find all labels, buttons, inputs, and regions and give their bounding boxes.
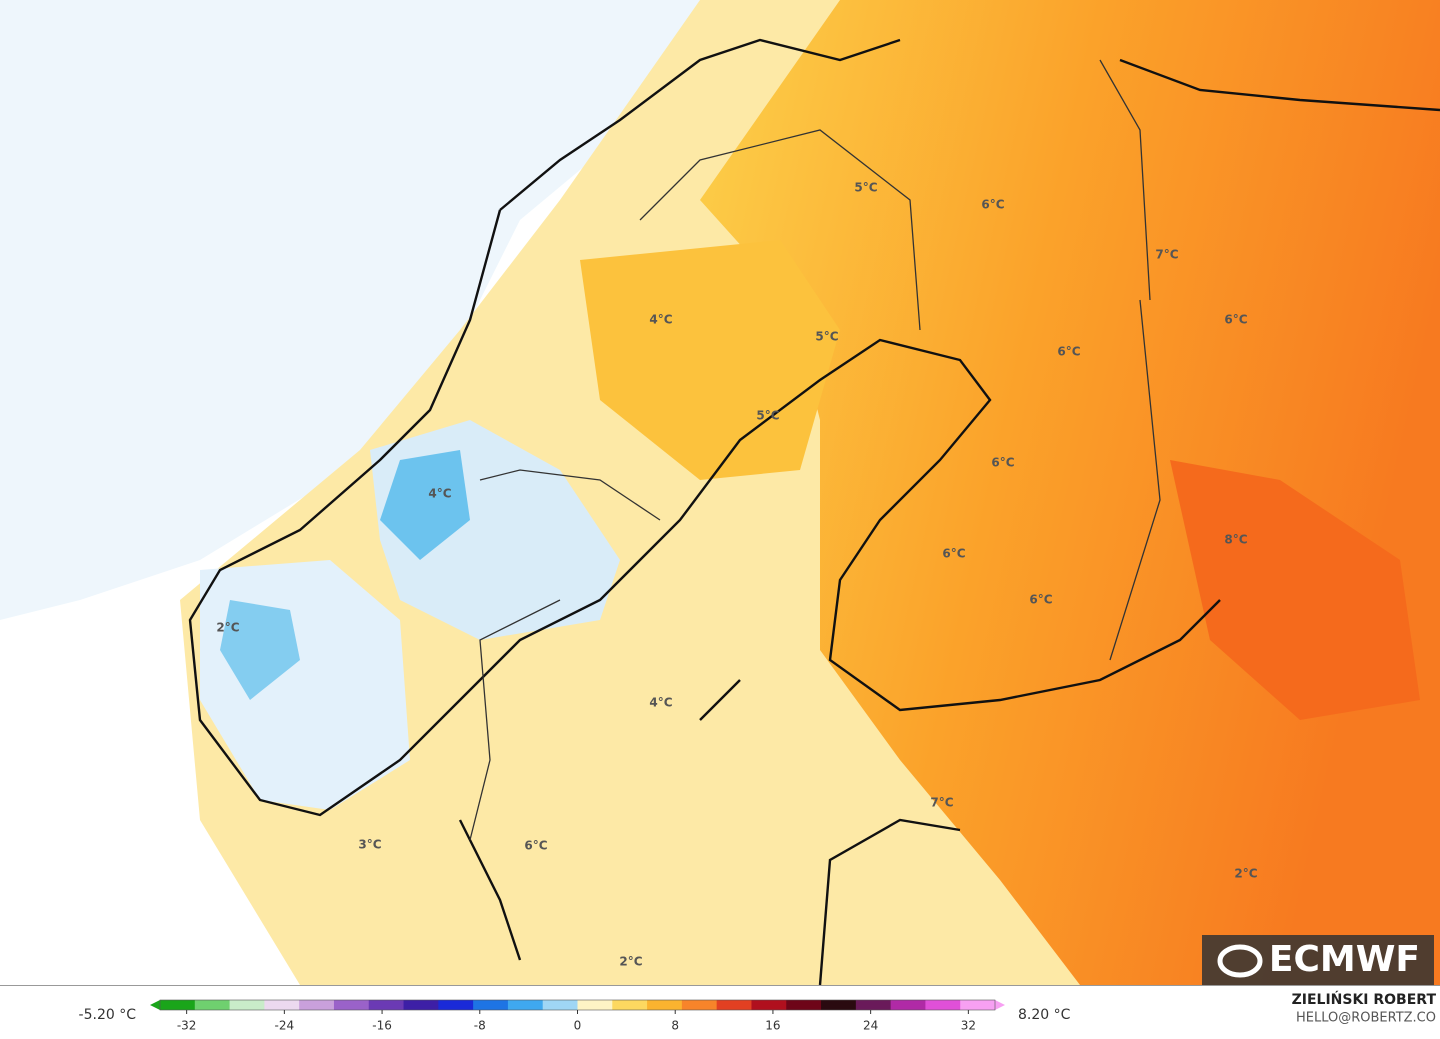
temp-label: 6°C [524, 839, 547, 853]
colorbar-swatch [368, 1000, 405, 1010]
temp-label: 2°C [619, 955, 642, 969]
colorbar-tick-label: -16 [372, 1019, 392, 1033]
temp-label: 6°C [1057, 345, 1080, 359]
temp-label: 5°C [854, 181, 877, 195]
colorbar-tick-label: -32 [177, 1019, 197, 1033]
colorbar-swatch [855, 1000, 892, 1010]
logo: ECMWF [1269, 939, 1420, 980]
colorbar-swatch [612, 1000, 648, 1010]
colorbar-swatch [438, 1000, 474, 1010]
temp-label: 6°C [1029, 593, 1052, 607]
colorbar-swatch [194, 1000, 231, 1010]
colorbar-swatch [647, 1000, 683, 1010]
temp-label: 7°C [1155, 248, 1178, 262]
colorbar-tick-label: 16 [765, 1019, 780, 1033]
temp-label: 6°C [981, 198, 1004, 212]
colorbar-swatch [299, 1000, 335, 1010]
colorbar-swatch [229, 1000, 265, 1010]
sea-cold [0, 0, 700, 620]
temp-label: 4°C [649, 696, 672, 710]
temp-label: 6°C [1224, 313, 1247, 327]
colorbar: -32 -24 -16 -8 0 8 16 24 32 [150, 999, 1005, 1033]
colorbar-swatch [264, 1000, 300, 1010]
colorbar-swatch [821, 1000, 857, 1010]
colorbar-swatch [542, 1000, 578, 1010]
temp-label: 4°C [428, 487, 451, 501]
colorbar-end [995, 1000, 1005, 1010]
colorbar-swatch [681, 1000, 718, 1010]
min-label: -5.20 °C [79, 1007, 137, 1023]
temp-label: 5°C [756, 409, 779, 423]
temp-label: 8°C [1224, 533, 1247, 547]
warm-core [1170, 460, 1420, 720]
colorbar-tick-label: 0 [574, 1019, 582, 1033]
temp-label: 2°C [216, 621, 239, 635]
border [469, 59, 1161, 841]
land-warmer [700, 0, 1440, 985]
cold-spot [220, 600, 300, 700]
temp-label: 6°C [942, 547, 965, 561]
colorbar-tick-label: 24 [863, 1019, 878, 1033]
colorbar-swatch [403, 1000, 439, 1010]
temp-label: 5°C [815, 330, 838, 344]
colorbar-tick-label: -8 [474, 1019, 486, 1033]
coastline [188, 38, 1440, 986]
temp-label: 2°C [1234, 867, 1257, 881]
colorbar-tick-label: 32 [961, 1019, 976, 1033]
map-labels: 5°C 6°C 7°C 4°C 5°C 6°C 6°C 5°C 4°C 6°C 6°C 8°C 6°C 4… [216, 181, 1257, 969]
colorbar-swatch [960, 1000, 996, 1010]
colorbar-swatch [160, 1000, 196, 1010]
colorbar-tick-label: -24 [275, 1019, 295, 1033]
temp-label: 3°C [358, 838, 381, 852]
temp-label: 4°C [649, 313, 672, 327]
colorbar-swatch [507, 1000, 544, 1010]
contact: HELLO@ROBERTZ.CO [1296, 1011, 1436, 1026]
colorbar-swatch [786, 1000, 822, 1010]
cold-spot [380, 450, 470, 560]
temp-label: 7°C [930, 796, 953, 810]
colorbar-end [150, 1000, 160, 1010]
max-label: 8.20 °C [1018, 1007, 1071, 1023]
colorbar-swatch [577, 1000, 613, 1010]
temp-label: 6°C [991, 456, 1014, 470]
colorbar-swatch [751, 1000, 787, 1010]
colorbar-swatch [333, 1000, 370, 1010]
colorbar-swatch [473, 1000, 509, 1010]
colorbar-tick-label: 8 [671, 1019, 679, 1033]
colorbar-swatch [925, 1000, 961, 1010]
land-mid [580, 240, 840, 480]
colorbar-swatch [716, 1000, 752, 1010]
author: ZIELIŃSKI ROBERT [1292, 990, 1437, 1008]
logo-icon [1217, 944, 1263, 978]
colorbar-swatch [890, 1000, 926, 1010]
